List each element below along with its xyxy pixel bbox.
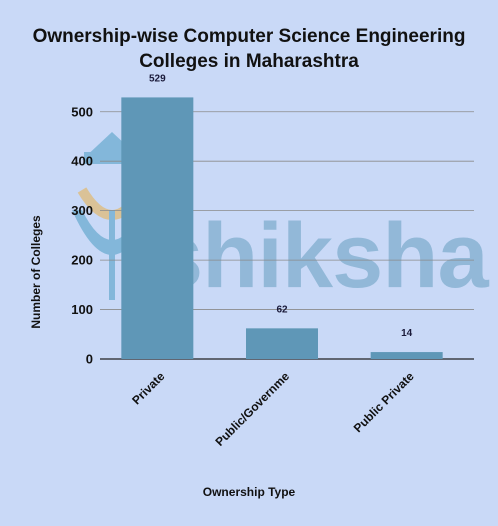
chart-title-line1: Ownership-wise Computer Science Engineer… (32, 26, 466, 47)
y-axis-label: Number of Colleges (29, 215, 43, 329)
bar-2 (370, 352, 443, 359)
data-label: 62 (276, 304, 288, 315)
y-tick-label: 400 (71, 154, 93, 169)
bar-0 (121, 97, 194, 360)
y-tick-label: 100 (71, 302, 93, 317)
y-tick-label: 300 (71, 203, 93, 218)
x-tick-label: Public Private (351, 369, 417, 435)
bar-1 (246, 328, 318, 359)
data-label: 529 (149, 73, 166, 84)
x-tick-label: Private (129, 369, 167, 407)
y-tick-label: 200 (71, 253, 93, 268)
y-tick-label: 0 (86, 352, 93, 367)
chart-title-line2: Colleges in Maharashtra (139, 51, 359, 72)
chart-title: Ownership-wise Computer Science Engineer… (0, 24, 498, 74)
x-tick-label: Public/Governme (212, 369, 292, 449)
x-axis-label: Ownership Type (202, 485, 296, 499)
shiksha-watermark-text: shiksha (152, 205, 489, 307)
y-tick-label: 500 (71, 104, 93, 119)
data-label: 14 (401, 328, 413, 339)
